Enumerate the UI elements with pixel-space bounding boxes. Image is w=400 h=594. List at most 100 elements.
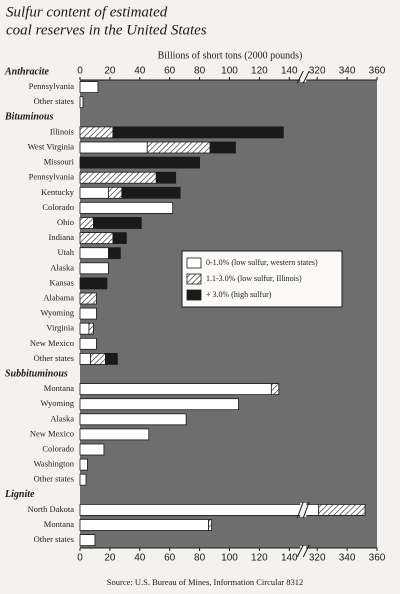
x-tick-label: 100 (221, 553, 238, 564)
category-label: Colorado (42, 443, 74, 453)
axis-break (302, 544, 310, 558)
legend-swatch (186, 273, 202, 285)
bar-segment (112, 232, 127, 245)
category-label: Ohio (57, 217, 74, 227)
axis-break (296, 70, 304, 84)
category-label: Montana (44, 519, 74, 529)
x-tick-label: 120 (251, 553, 268, 564)
source: Source: U.S. Bureau of Mines, Informatio… (107, 577, 303, 587)
legend-box (181, 250, 343, 308)
x-tick-label: 140 (281, 553, 298, 564)
bar-segment (108, 186, 123, 199)
bar-segment (155, 171, 177, 184)
bar-segment (108, 247, 121, 260)
bar-segment (79, 413, 187, 426)
x-tick-label: 60 (164, 553, 176, 564)
bar-segment (79, 428, 150, 441)
bar-segment (121, 186, 181, 199)
category-label: Wyoming (41, 308, 75, 318)
x-tick-label: 20 (104, 553, 116, 564)
bar-segment (79, 277, 108, 290)
bar-segment (79, 247, 109, 260)
bar-segment (79, 534, 96, 546)
axis-break (300, 72, 307, 82)
bar-segment (79, 398, 239, 411)
category-label: Virginia (46, 323, 74, 333)
category-label: Indiana (49, 232, 75, 242)
bar-segment (79, 337, 97, 350)
legend-label: 0-1.0% (low sulfur, western states) (206, 258, 318, 267)
bar-segment (79, 519, 209, 531)
x-tick-label: 340 (339, 553, 356, 564)
x-tick-label: 360 (369, 66, 386, 77)
category-label: West Virginia (28, 141, 75, 151)
x-tick-label: 360 (369, 553, 386, 564)
x-tick-label: 100 (221, 66, 238, 77)
category-label: Other states (34, 474, 74, 484)
category-label: Missouri (44, 157, 75, 167)
x-tick-label: 80 (194, 553, 206, 564)
bar-segment (79, 262, 109, 275)
group-label: Lignite (4, 489, 35, 500)
axis-break (302, 70, 310, 84)
chart-title: coal reserves in the United States (6, 22, 207, 38)
bar-segment (93, 217, 142, 229)
category-label: New Mexico (30, 428, 74, 438)
bar-segment (90, 352, 106, 365)
bar-segment (318, 503, 366, 516)
x-tick-label: 40 (134, 66, 146, 77)
category-label: Wyoming (41, 398, 75, 408)
x-tick-label: 0 (77, 553, 83, 564)
group-label: Anthracite (4, 66, 49, 77)
legend-label: + 3.0% (high sulfur) (206, 290, 272, 299)
bar-segment (79, 126, 114, 139)
group-label: Bituminous (4, 112, 53, 123)
bar-segment (79, 186, 109, 199)
bar-segment (270, 383, 280, 396)
bar-segment (209, 141, 236, 154)
bar-segment (79, 156, 200, 169)
category-label: Other states (34, 96, 74, 106)
bar-segment (79, 232, 114, 245)
category-label: Alaska (50, 262, 74, 272)
category-label: Pennsylvania (29, 81, 75, 91)
bar-segment (79, 141, 148, 154)
bar-segment (79, 322, 90, 335)
bar-segment (79, 458, 88, 471)
x-tick-label: 120 (251, 66, 268, 77)
legend-swatch (186, 289, 202, 301)
bar-segment (79, 352, 91, 365)
bar-segment (79, 383, 272, 396)
x-tick-label: 320 (309, 553, 326, 564)
bar-segment (79, 96, 84, 109)
x-tick-label: 340 (339, 66, 356, 77)
axis-break (300, 502, 307, 517)
legend-label: 1.1-3.0% (low sulfur, Illinois) (206, 274, 302, 283)
axis-break (296, 544, 304, 558)
x-tick-label: 0 (77, 66, 83, 77)
category-label: Kentucky (41, 187, 75, 197)
axis-break (302, 501, 310, 519)
x-tick-label: 20 (104, 66, 116, 77)
category-label: Illinois (50, 126, 74, 136)
bar-segment (105, 352, 118, 365)
bar-segment (79, 307, 97, 320)
x-tick-label: 140 (281, 66, 298, 77)
x-tick-label: 320 (309, 66, 326, 77)
bar-segment (79, 217, 94, 229)
x-axis-label: Billions of short tons (2000 pounds) (158, 50, 303, 61)
bar-segment (88, 322, 94, 335)
bar-segment (79, 503, 320, 516)
category-label: Utah (57, 247, 74, 257)
bar-segment (79, 171, 157, 184)
category-label: Montana (44, 383, 74, 393)
category-label: North Dakota (27, 504, 74, 514)
bar-segment (79, 443, 105, 456)
category-label: Alaska (50, 413, 74, 423)
axis-break (296, 501, 304, 519)
bar-segment (146, 141, 211, 154)
category-label: Washington (34, 459, 75, 469)
bar-segment (208, 519, 212, 531)
category-label: Other states (34, 534, 74, 544)
